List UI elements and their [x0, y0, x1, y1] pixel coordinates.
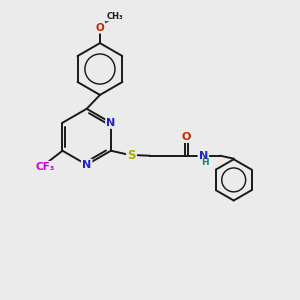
Text: S: S — [127, 149, 136, 162]
Text: H: H — [201, 158, 208, 167]
Text: N: N — [199, 151, 208, 161]
Text: N: N — [82, 160, 91, 170]
Text: N: N — [106, 118, 116, 128]
Text: O: O — [96, 22, 104, 32]
Text: CH₃: CH₃ — [106, 11, 123, 20]
Text: O: O — [182, 132, 191, 142]
Text: CF₃: CF₃ — [35, 162, 55, 172]
